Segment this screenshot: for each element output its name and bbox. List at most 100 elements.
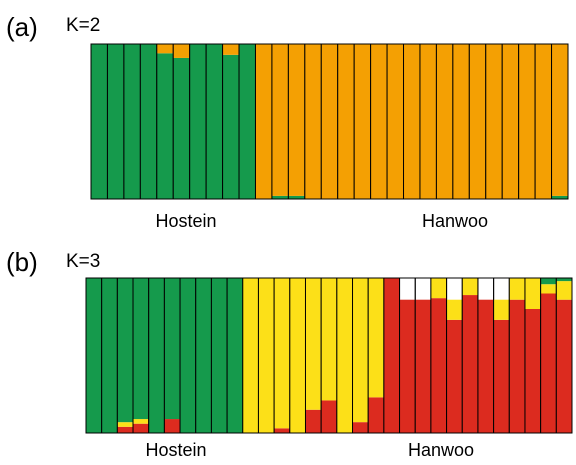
bar-segment-orange-24 — [469, 44, 486, 199]
bar-segment-green-9 — [222, 54, 240, 199]
bar-segment-red-6 — [164, 419, 181, 433]
panel-a-k-label: K=2 — [66, 15, 100, 36]
bar-segment-red-23 — [430, 298, 447, 433]
bar-segment-yellow-14 — [289, 278, 306, 433]
bar-segment-orange-11 — [255, 44, 272, 199]
bar-segment-green-10 — [227, 278, 243, 433]
bar-segment-red-27 — [493, 319, 510, 433]
bar-segment-green-13 — [288, 195, 305, 199]
bar-segment-yellow-17 — [336, 278, 353, 433]
bar-segment-green-4 — [133, 278, 149, 420]
bar-segment-green-9 — [211, 278, 228, 433]
bar-segment-green-8 — [195, 278, 212, 433]
bar-segment-orange-12 — [271, 44, 289, 196]
bar-segment-green-3 — [123, 44, 141, 199]
panel-a-bars — [90, 43, 569, 200]
bar-segment-green-30 — [540, 278, 557, 285]
bar-segment-orange-13 — [288, 44, 305, 196]
bar-segment-green-8 — [206, 44, 223, 199]
panel-b-k-label: K=3 — [66, 251, 100, 272]
bar-segment-red-21 — [399, 299, 416, 433]
bar-segment-green-31 — [556, 278, 572, 282]
bar-segment-orange-21 — [419, 44, 437, 199]
panel-a: (a) K=2 Hostein Hanwoo — [6, 12, 569, 231]
bar-segment-yellow-19 — [368, 278, 384, 398]
bar-segment-yellow-24 — [446, 299, 463, 320]
bar-segment-red-28 — [509, 299, 525, 433]
bar-segment-red-13 — [274, 428, 290, 433]
bar-segment-green-1 — [91, 44, 108, 199]
bar-segment-red-24 — [446, 319, 463, 433]
bar-segment-red-15 — [305, 409, 322, 433]
panel-b-bars — [85, 277, 573, 434]
bar-segment-orange-26 — [502, 44, 519, 199]
bar-segment-yellow-13 — [274, 278, 290, 429]
bar-segment-yellow-16 — [321, 278, 337, 401]
bar-segment-yellow-30 — [540, 284, 557, 294]
bar-segment-green-3 — [117, 278, 134, 423]
bar-segment-yellow-11 — [242, 278, 259, 433]
bar-segment-yellow-18 — [352, 278, 369, 423]
bar-segment-green-1 — [86, 278, 102, 433]
bar-segment-red-20 — [383, 278, 400, 433]
panel-a-group-hostein: Hostein — [155, 211, 216, 231]
individual-bar-outline-29 — [551, 43, 569, 200]
bar-segment-orange-25 — [485, 44, 503, 199]
bar-segment-orange-27 — [518, 44, 536, 199]
bar-segment-red-18 — [352, 422, 369, 433]
bar-segment-yellow-23 — [430, 278, 447, 299]
bar-segment-green-6 — [164, 278, 181, 420]
bar-segment-green-10 — [239, 44, 256, 199]
bar-segment-green-2 — [107, 44, 124, 199]
bar-segment-orange-23 — [452, 44, 470, 199]
bar-segment-yellow-15 — [305, 278, 322, 410]
bar-segment-red-22 — [415, 299, 431, 433]
bar-segment-yellow-4 — [133, 419, 149, 424]
bar-segment-yellow-27 — [493, 299, 510, 320]
bar-segment-green-4 — [140, 44, 157, 199]
bar-segment-red-16 — [321, 400, 337, 433]
bar-segment-orange-18 — [370, 44, 388, 199]
bar-segment-green-2 — [101, 278, 118, 433]
bar-segment-orange-17 — [354, 44, 371, 199]
bar-segment-orange-20 — [403, 44, 420, 199]
bar-segment-yellow-29 — [524, 278, 541, 309]
bar-segment-green-6 — [173, 57, 190, 200]
bar-segment-orange-9 — [222, 44, 240, 55]
bar-segment-red-30 — [540, 293, 557, 433]
panel-a-group-hanwoo: Hanwoo — [422, 211, 488, 231]
bar-segment-green-7 — [189, 44, 207, 199]
bar-segment-green-29 — [551, 195, 568, 199]
bar-segment-yellow-25 — [462, 278, 478, 296]
bar-segment-orange-29 — [551, 44, 568, 196]
bar-segment-orange-28 — [535, 44, 552, 199]
panel-b-letter: (b) — [6, 247, 38, 277]
bar-segment-green-5 — [156, 53, 174, 199]
bar-segment-orange-6 — [173, 44, 190, 58]
bar-segment-red-31 — [556, 299, 572, 433]
individual-bar-outline-31 — [555, 277, 573, 434]
panel-b-group-hostein: Hostein — [145, 440, 206, 460]
bar-segment-yellow-3 — [117, 422, 134, 427]
bar-segment-red-4 — [133, 423, 149, 433]
bar-segment-red-25 — [462, 295, 478, 433]
bar-segment-orange-19 — [387, 44, 404, 199]
bar-segment-yellow-28 — [509, 278, 525, 300]
bar-segment-orange-15 — [321, 44, 338, 199]
bar-segment-orange-5 — [156, 44, 174, 54]
bar-segment-green-7 — [180, 278, 196, 433]
bar-segment-yellow-12 — [258, 278, 275, 433]
bar-segment-orange-16 — [337, 44, 355, 199]
panel-a-letter: (a) — [6, 12, 38, 42]
panel-b: (b) K=3 Hostein Hanwoo — [6, 247, 573, 460]
bar-segment-orange-22 — [436, 44, 453, 199]
bar-segment-red-3 — [117, 426, 134, 433]
panel-b-group-hanwoo: Hanwoo — [408, 440, 474, 460]
bar-segment-red-26 — [477, 299, 494, 433]
bar-segment-red-29 — [524, 309, 541, 433]
bar-segment-orange-14 — [304, 44, 322, 199]
bar-segment-green-5 — [148, 278, 165, 433]
bar-segment-red-19 — [368, 397, 384, 433]
bar-segment-green-12 — [271, 195, 289, 199]
